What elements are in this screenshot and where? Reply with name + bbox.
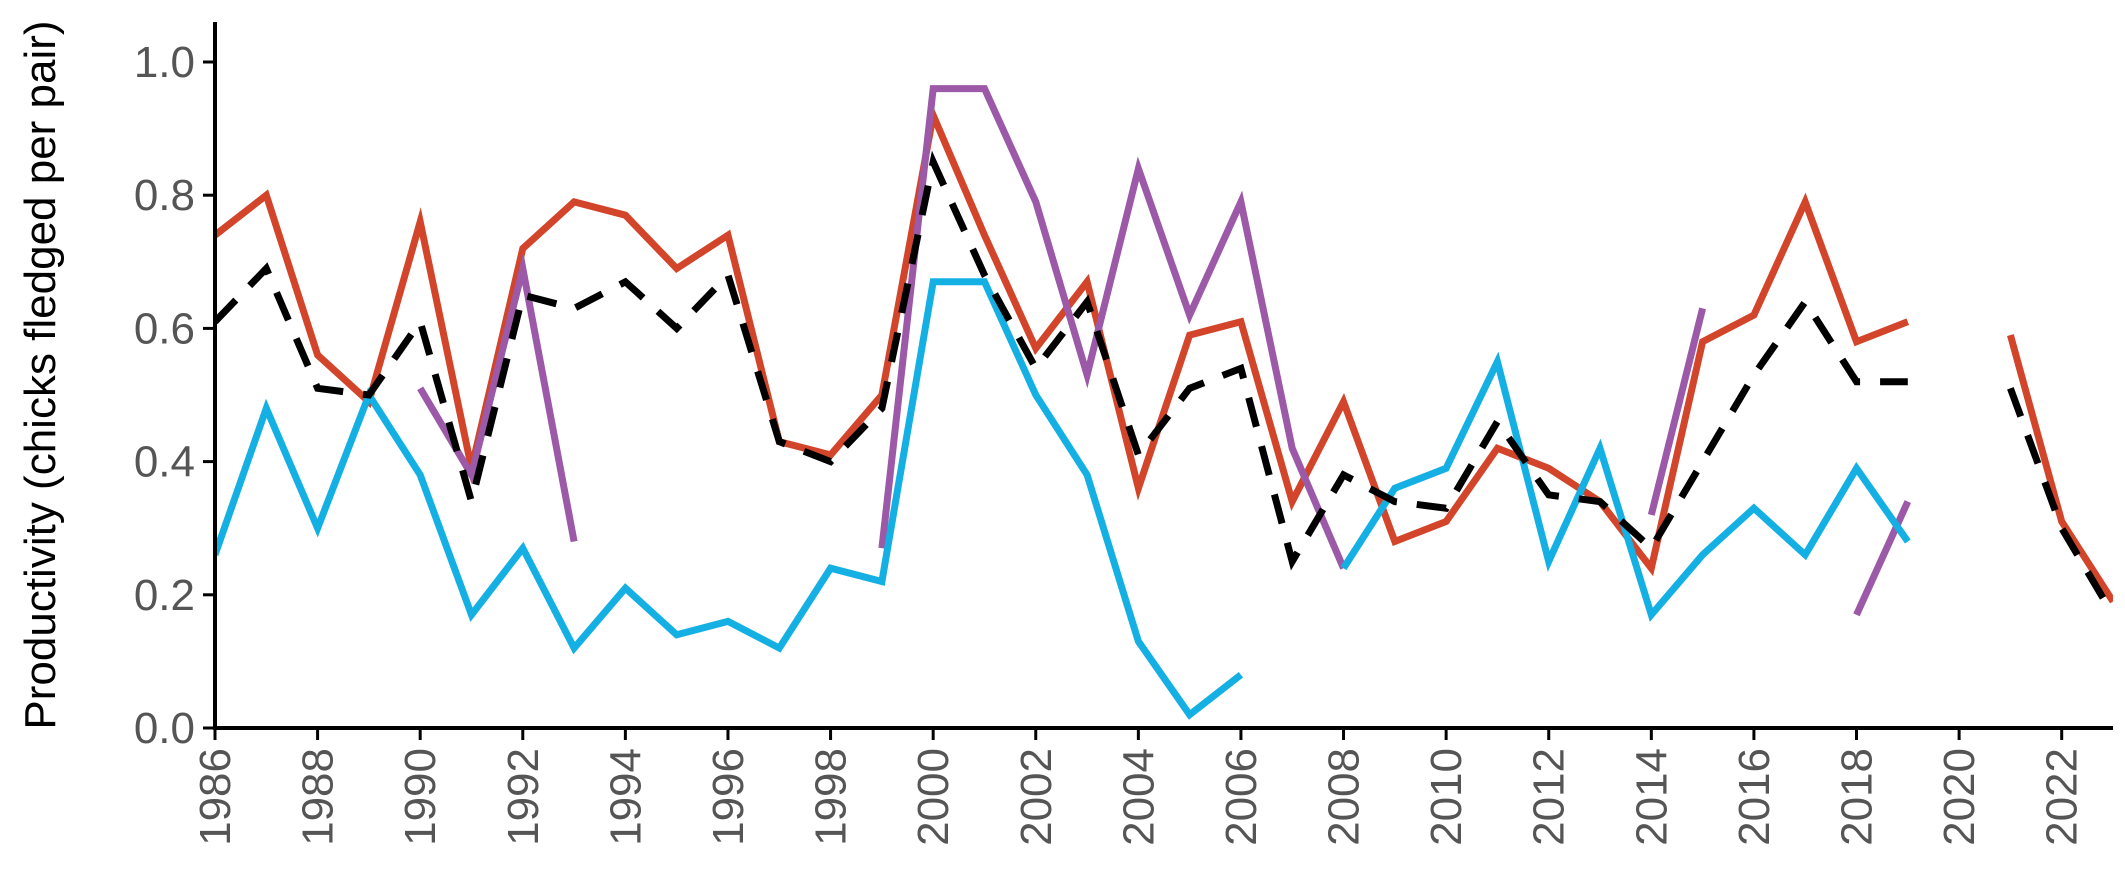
series-layer <box>215 85 2113 720</box>
x-tick-label: 2020 <box>1935 748 1984 846</box>
x-tick-label: 2018 <box>1833 748 1882 846</box>
axes-layer <box>213 22 2113 730</box>
x-tick-label: 2000 <box>909 748 958 846</box>
x-tick-label: 2016 <box>1730 748 1779 846</box>
y-axis-title: Productivity (chicks fledged per pair) <box>16 20 65 729</box>
series-2-line <box>1647 307 1706 516</box>
x-tick-label: 2006 <box>1217 748 1266 846</box>
x-tick-label: 2002 <box>1012 748 1061 846</box>
y-tick-label: 0.0 <box>134 704 195 753</box>
series-1-line <box>2007 334 2113 604</box>
x-tick-label: 1986 <box>191 748 240 846</box>
series-3-line <box>1340 351 1911 622</box>
series-3-line <box>215 278 1244 720</box>
x-tick-label: 1990 <box>396 748 445 846</box>
ticks-layer: 0.0 0.2 0.4 0.6 0.8 1.0 1986 1988 1990 1992 1994 19… <box>134 38 2087 846</box>
x-tick-label: 1992 <box>499 748 548 846</box>
x-tick-label: 2012 <box>1525 748 1574 846</box>
x-tick-label: 1994 <box>601 748 650 846</box>
y-tick-label: 0.4 <box>134 438 195 487</box>
x-tick-label: 2010 <box>1422 748 1471 846</box>
x-tick-label: 1988 <box>294 748 343 846</box>
y-tick-label: 0.6 <box>134 304 195 353</box>
series-4-line <box>2007 387 2113 617</box>
x-tick-label: 2004 <box>1114 748 1163 846</box>
series-4-line <box>215 150 1908 571</box>
x-tick-label: 2014 <box>1627 748 1676 846</box>
y-tick-label: 0.2 <box>134 571 195 620</box>
series-2-line <box>1853 500 1911 617</box>
x-tick-label: 2008 <box>1320 748 1369 846</box>
x-tick-label: 1996 <box>704 748 753 846</box>
x-tick-label: 1998 <box>807 748 856 846</box>
x-tick-label: 2022 <box>2038 748 2087 846</box>
y-tick-label: 1.0 <box>134 38 195 87</box>
y-tick-label: 0.8 <box>134 171 195 220</box>
series-2-line <box>878 85 1347 570</box>
series-2-line <box>417 252 578 543</box>
